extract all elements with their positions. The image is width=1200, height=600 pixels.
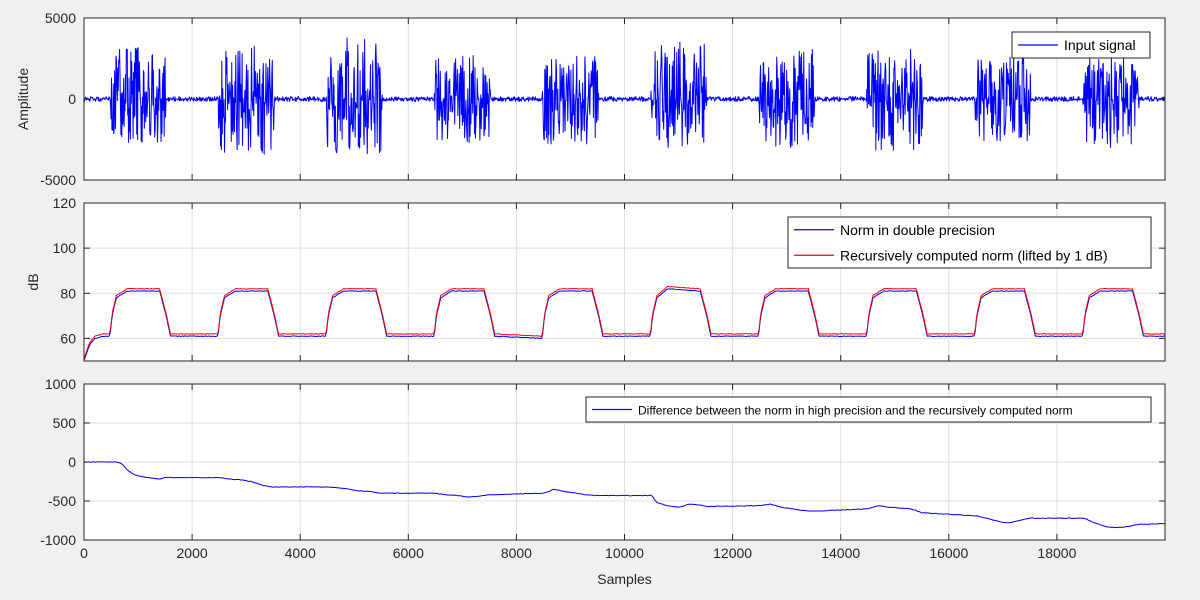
panel-2: 60 80 100 120 dB Norm in double precision Recu… [25,195,1166,362]
x-tick-label: 4000 [285,545,316,561]
series-group [84,285,1165,361]
x-axis-label: Samples [597,571,651,587]
y-axis-label: dB [25,273,41,290]
series-line-1 [84,288,1165,361]
y-tick-label: -1000 [40,532,76,548]
x-tick-label: 16000 [929,545,968,561]
x-tick-label: 6000 [393,545,424,561]
series-line-1 [84,461,1165,529]
panel-3: 0 2000 4000 6000 8000 10000 12000 14000 16000 180… [40,376,1166,587]
y-tick-label: 80 [60,285,76,301]
y-tick-label: -5000 [40,172,76,188]
y-axis-label: Amplitude [15,68,31,130]
series-group [84,37,1165,155]
y-tick-label: 500 [53,415,77,431]
series-line-1 [84,37,1165,155]
legend-box [787,216,1152,269]
series-group [84,461,1165,529]
series-line-2 [84,285,1165,360]
y-tick-label: 0 [68,91,76,107]
y-tick-label: 60 [60,330,76,346]
x-tick-label: 18000 [1037,545,1076,561]
legend: Input signal [1011,31,1151,59]
y-tick-label: 120 [53,195,77,211]
x-tick-label: 2000 [177,545,208,561]
y-tick-label: -500 [48,493,76,509]
legend-label: Difference between the norm in high prec… [638,404,1073,418]
legend: Difference between the norm in high prec… [585,396,1152,423]
x-tick-label: 8000 [501,545,532,561]
y-tick-label: 1000 [45,376,76,392]
y-tick-label: 0 [68,454,76,470]
x-tick-label: 10000 [605,545,644,561]
x-tick-label: 0 [80,545,88,561]
legend-label: Norm in double precision [840,222,995,238]
panel-1: -5000 0 5000 Amplitude Input signal [15,10,1166,188]
x-tick-label: 14000 [821,545,860,561]
legend-box [585,396,1152,423]
y-tick-label: 100 [53,240,77,256]
x-tick-label: 12000 [713,545,752,561]
y-tick-label: 5000 [45,10,76,26]
legend-label: Recursively computed norm (lifted by 1 d… [840,247,1108,263]
legend: Norm in double precision Recursively comp… [787,216,1152,269]
legend-label: Input signal [1064,37,1136,53]
